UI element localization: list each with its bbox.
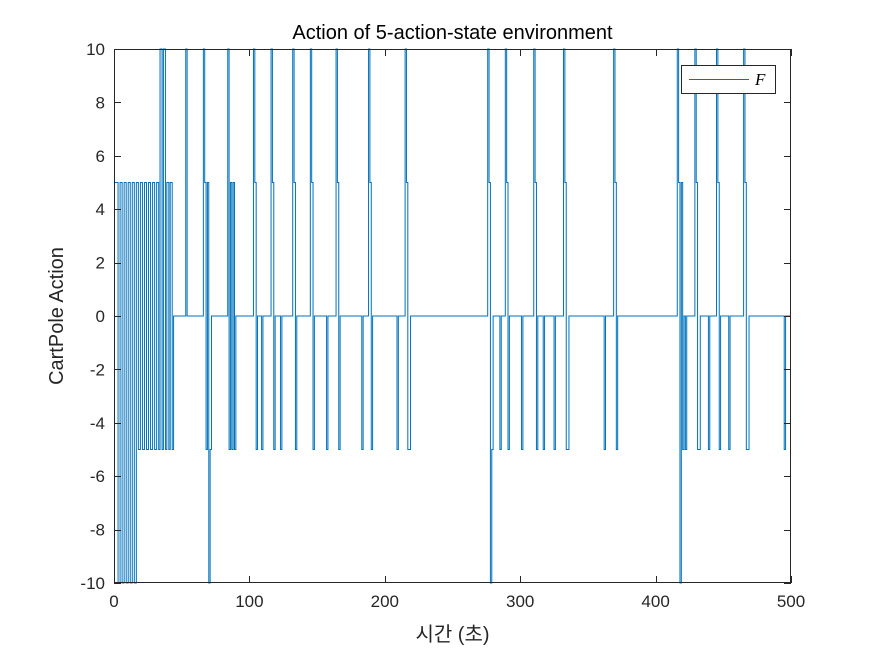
chart-title: Action of 5-action-state environment	[292, 22, 613, 44]
y-tick-label: -4	[90, 414, 105, 433]
y-tick-label: -10	[80, 574, 105, 593]
y-tick-label: 10	[86, 40, 105, 59]
y-axis-ticks: -10 -8 -6 -4 -2 0 2 4 6 8 10	[80, 40, 791, 593]
x-axis-ticks: 0 100 200 300 400 500	[109, 49, 805, 611]
y-tick-label: -2	[90, 360, 105, 379]
series-layer	[114, 48, 791, 584]
legend: F	[681, 65, 776, 94]
x-tick-label: 0	[109, 592, 118, 611]
y-tick-label: 6	[96, 147, 105, 166]
x-tick-label: 100	[235, 592, 263, 611]
series-line-F	[114, 48, 791, 584]
y-tick-label: -6	[90, 467, 105, 486]
x-tick-label: 300	[506, 592, 534, 611]
legend-label-F: F	[754, 70, 766, 89]
x-tick-label: 500	[777, 592, 805, 611]
y-tick-label: 8	[96, 93, 105, 112]
y-tick-label: -8	[90, 521, 105, 540]
y-axis-title: CartPole Action	[46, 247, 68, 385]
x-tick-label: 200	[371, 592, 399, 611]
x-tick-label: 400	[641, 592, 669, 611]
y-tick-label: 4	[96, 200, 105, 219]
x-axis-title: 시간 (초)	[415, 623, 489, 646]
y-tick-label: 0	[96, 307, 105, 326]
y-tick-label: 2	[96, 254, 105, 273]
